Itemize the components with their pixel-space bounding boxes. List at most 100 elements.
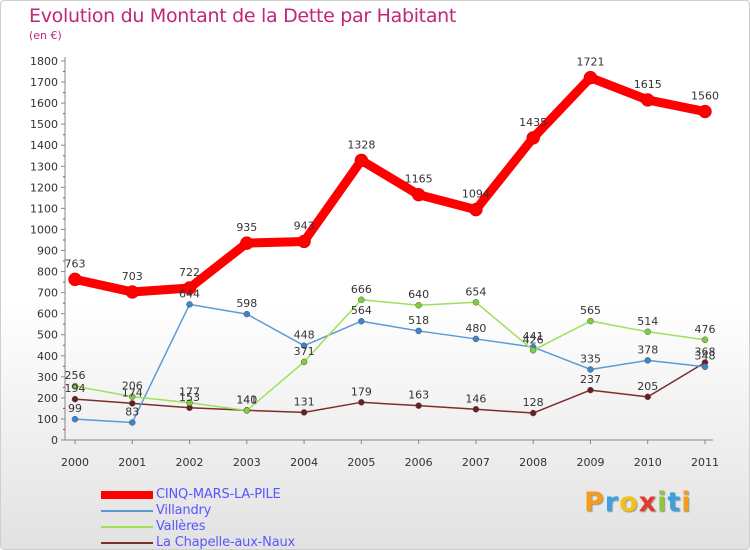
x-tick-label: 2009 xyxy=(576,456,604,469)
data-label: 564 xyxy=(351,304,372,317)
data-point xyxy=(125,285,140,299)
data-point xyxy=(186,301,193,308)
data-point xyxy=(300,358,308,366)
data-point xyxy=(300,342,308,349)
data-label: 179 xyxy=(351,385,372,398)
data-point xyxy=(529,409,537,417)
data-point xyxy=(583,70,598,85)
data-label: 480 xyxy=(465,322,486,335)
series-line-2 xyxy=(74,303,706,424)
logo-letter: o xyxy=(619,487,639,518)
legend-label: CINQ-MARS-LA-PILE xyxy=(156,487,281,502)
data-point xyxy=(698,104,712,119)
data-point xyxy=(358,399,365,406)
data-point xyxy=(529,347,537,354)
data-label: 448 xyxy=(294,329,315,342)
logo-letter: r xyxy=(604,487,620,518)
proxiti-logo: Proxiti xyxy=(584,487,692,518)
data-point xyxy=(472,335,480,343)
series-line-1 xyxy=(70,73,710,297)
x-tick-label: 2003 xyxy=(233,456,261,469)
data-label: 426 xyxy=(523,333,544,346)
data-label: 703 xyxy=(122,270,143,283)
y-tick-label: 1000 xyxy=(30,223,58,236)
data-point xyxy=(243,310,251,318)
data-point xyxy=(71,395,79,403)
y-tick-label: 600 xyxy=(37,308,58,321)
series-line-3 xyxy=(74,299,706,412)
data-point xyxy=(129,419,136,426)
y-tick-label: 1300 xyxy=(30,160,58,173)
logo-letter: P xyxy=(584,487,605,518)
y-tick-label: 100 xyxy=(37,413,58,426)
data-point xyxy=(587,317,594,325)
x-tick-label: 2011 xyxy=(691,456,719,469)
data-point xyxy=(182,281,197,295)
legend-swatch xyxy=(101,510,153,512)
data-label: 1615 xyxy=(634,78,662,91)
data-label: 644 xyxy=(179,287,200,300)
data-point xyxy=(297,234,311,249)
data-point xyxy=(300,409,308,416)
y-tick-label: 300 xyxy=(37,371,58,384)
data-point xyxy=(701,363,709,370)
data-point xyxy=(415,327,422,335)
legend-swatch xyxy=(101,491,153,499)
data-label: 514 xyxy=(637,315,658,328)
data-point xyxy=(415,301,422,309)
data-label: 83 xyxy=(125,406,139,419)
data-point xyxy=(243,407,251,414)
data-label: 441 xyxy=(523,330,544,343)
data-label: 935 xyxy=(236,221,257,234)
data-label: 205 xyxy=(637,380,658,393)
data-point xyxy=(129,400,136,407)
data-point xyxy=(240,236,254,250)
logo-letter: i xyxy=(657,487,668,518)
data-label: 335 xyxy=(580,352,601,365)
data-label: 640 xyxy=(408,288,429,301)
data-point xyxy=(186,399,193,406)
data-label: 518 xyxy=(408,314,429,327)
data-label: 131 xyxy=(294,395,315,408)
data-label: 1560 xyxy=(691,90,719,103)
data-point xyxy=(68,272,82,287)
x-tick-label: 2005 xyxy=(347,456,375,469)
data-point xyxy=(469,202,483,217)
x-tick-label: 2010 xyxy=(634,456,662,469)
data-label: 1094 xyxy=(462,188,490,201)
x-tick-label: 2006 xyxy=(405,456,433,469)
y-tick-label: 0 xyxy=(51,434,58,447)
data-label: 194 xyxy=(65,382,86,395)
data-label: 1435 xyxy=(519,116,547,129)
data-label: 368 xyxy=(695,346,716,359)
y-tick-label: 1100 xyxy=(30,202,58,215)
data-label: 371 xyxy=(294,345,315,358)
x-tick-label: 2000 xyxy=(61,456,89,469)
data-label: 174 xyxy=(122,386,143,399)
y-tick-label: 700 xyxy=(37,287,58,300)
data-point xyxy=(526,131,540,145)
data-point xyxy=(644,357,651,364)
data-point xyxy=(358,296,365,304)
data-label: 763 xyxy=(65,257,86,270)
data-label: 206 xyxy=(122,380,143,393)
data-label: 1165 xyxy=(405,173,433,186)
logo-letter: i xyxy=(681,487,692,518)
data-label: 1721 xyxy=(576,56,604,69)
data-point xyxy=(472,406,480,413)
data-point xyxy=(415,402,422,409)
data-label: 654 xyxy=(465,285,486,298)
data-point xyxy=(358,317,365,325)
x-tick-label: 2007 xyxy=(462,456,490,469)
data-label: 598 xyxy=(236,297,257,310)
data-label: 256 xyxy=(65,369,86,382)
data-point xyxy=(644,393,651,401)
legend-label: Villandry xyxy=(156,503,212,518)
data-point xyxy=(472,299,480,306)
data-label: 722 xyxy=(179,266,200,279)
data-point xyxy=(354,153,369,168)
x-tick-label: 2001 xyxy=(118,456,146,469)
y-tick-label: 1700 xyxy=(30,76,58,89)
